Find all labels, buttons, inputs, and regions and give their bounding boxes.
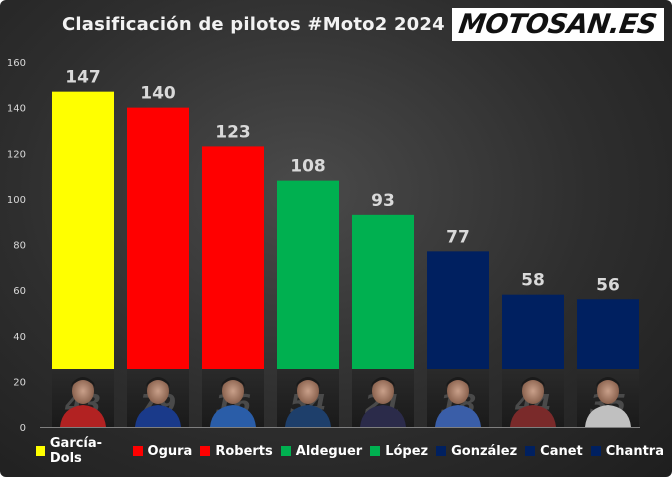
rider-hair bbox=[371, 377, 395, 387]
legend-swatch bbox=[200, 446, 211, 456]
legend-item: Roberts bbox=[200, 443, 273, 459]
data-label: 58 bbox=[521, 271, 545, 291]
data-label: 147 bbox=[65, 68, 101, 88]
legend-label: Aldeguer bbox=[295, 443, 363, 459]
rider-hair bbox=[296, 377, 320, 387]
bar bbox=[127, 107, 189, 370]
rider-hair bbox=[221, 377, 245, 387]
y-tick-label: 40 bbox=[13, 332, 26, 343]
bar bbox=[277, 180, 339, 370]
rider-head bbox=[597, 378, 619, 404]
legend-label: Roberts bbox=[215, 443, 273, 459]
rider-torso bbox=[585, 405, 631, 427]
rider-head bbox=[372, 378, 394, 404]
rider-head bbox=[147, 378, 169, 404]
y-tick-label: 20 bbox=[13, 377, 26, 388]
data-label: 108 bbox=[290, 157, 326, 177]
legend-swatch bbox=[525, 446, 536, 456]
y-tick-label: 120 bbox=[7, 149, 26, 160]
legend-label: Ogura bbox=[147, 443, 193, 459]
legend-item: Chantra bbox=[590, 443, 664, 459]
legend-label: López bbox=[385, 443, 429, 459]
y-tick-label: 0 bbox=[20, 423, 26, 434]
bar bbox=[52, 91, 114, 370]
rider-torso bbox=[360, 405, 406, 427]
rider-hair bbox=[71, 377, 95, 387]
y-tick-label: 100 bbox=[7, 195, 26, 206]
legend-label: Canet bbox=[540, 443, 583, 459]
rider-torso bbox=[510, 405, 556, 427]
bar bbox=[502, 294, 564, 370]
legend-item: Ogura bbox=[132, 443, 193, 459]
rider-head bbox=[522, 378, 544, 404]
legend-swatch bbox=[436, 446, 447, 456]
chart-legend: García-Dols Ogura Roberts Aldeguer López Gonz… bbox=[36, 436, 672, 466]
data-label: 77 bbox=[446, 227, 470, 247]
legend-item: López bbox=[370, 444, 428, 459]
legend-label: García-Dols bbox=[49, 436, 103, 466]
y-tick-label: 60 bbox=[13, 286, 26, 297]
legend-swatch bbox=[590, 446, 601, 456]
bar bbox=[202, 146, 264, 370]
legend-item: Aldeguer bbox=[280, 443, 363, 459]
y-tick-label: 140 bbox=[7, 104, 26, 115]
rider-torso bbox=[60, 405, 106, 427]
legend-item: Canet bbox=[525, 444, 583, 459]
chart-title: Clasificación de pilotos #Moto2 2024 bbox=[62, 14, 445, 35]
legend-swatch bbox=[36, 446, 45, 456]
data-label: 123 bbox=[215, 122, 251, 142]
legend-swatch bbox=[370, 446, 381, 456]
data-label: 56 bbox=[596, 275, 620, 295]
legend-item: González bbox=[436, 444, 517, 459]
rider-head bbox=[297, 378, 319, 404]
rider-head bbox=[72, 378, 94, 404]
y-tick-label: 160 bbox=[7, 58, 26, 69]
legend-label: Chantra bbox=[605, 443, 664, 459]
legend-swatch bbox=[280, 446, 291, 456]
bar bbox=[352, 214, 414, 370]
rider-torso bbox=[435, 405, 481, 427]
rider-hair bbox=[146, 377, 170, 387]
bar bbox=[577, 299, 639, 370]
rider-torso bbox=[135, 405, 181, 427]
data-label: 140 bbox=[140, 84, 176, 104]
rider-hair bbox=[521, 377, 545, 387]
y-tick-label: 80 bbox=[13, 241, 26, 252]
motosan-logo: MOTOSAN.ES bbox=[452, 8, 664, 41]
rider-torso bbox=[285, 405, 331, 427]
legend-item: García-Dols bbox=[36, 436, 125, 466]
legend-swatch bbox=[132, 446, 143, 456]
rider-hair bbox=[596, 377, 620, 387]
rider-head bbox=[447, 378, 469, 404]
rider-hair bbox=[446, 377, 470, 387]
rider-torso bbox=[210, 405, 256, 427]
data-label: 93 bbox=[371, 191, 395, 211]
bar bbox=[427, 251, 489, 370]
legend-label: González bbox=[451, 443, 518, 459]
rider-head bbox=[222, 378, 244, 404]
